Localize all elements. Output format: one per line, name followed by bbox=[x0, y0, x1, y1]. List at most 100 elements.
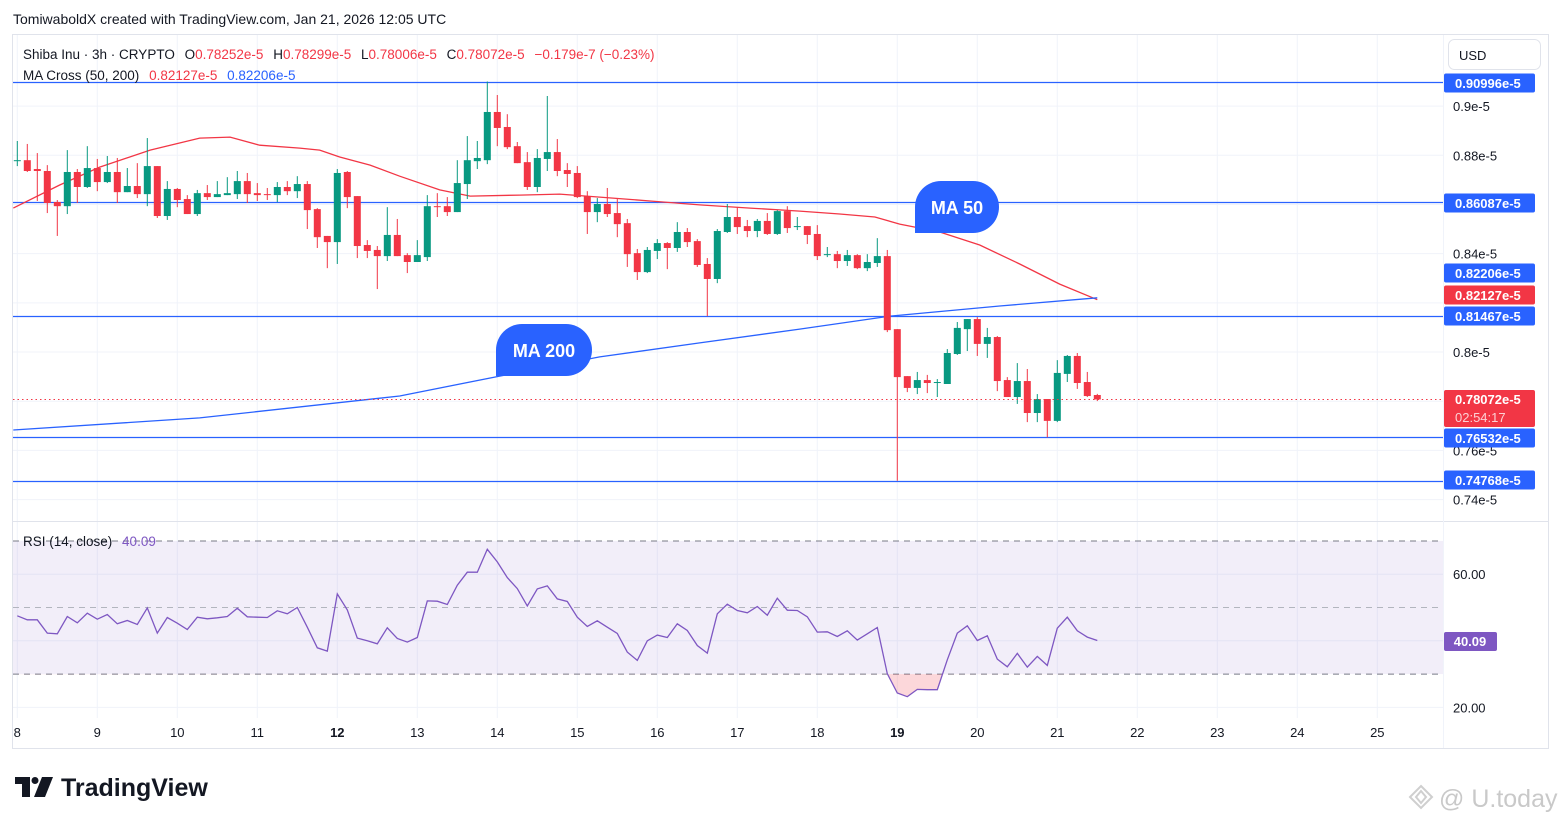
candle-body bbox=[1053, 372, 1061, 421]
candle bbox=[1013, 363, 1021, 404]
candle bbox=[433, 193, 441, 217]
rsi-legend[interactable]: RSI (14, close) 40.09 bbox=[23, 534, 156, 549]
candle-body bbox=[383, 234, 391, 257]
watermark-diamond-icon bbox=[1408, 784, 1434, 810]
candle-body bbox=[33, 169, 41, 172]
symbol-legend[interactable]: Shiba Inu · 3h · CRYPTO O0.78252e-5 H0.7… bbox=[23, 47, 655, 62]
currency-button-frame[interactable] bbox=[1448, 39, 1541, 70]
time-tick-label: 12 bbox=[330, 725, 344, 740]
price-tick-label: 0.88e-5 bbox=[1453, 148, 1497, 163]
candle bbox=[243, 172, 251, 203]
candle bbox=[823, 247, 831, 258]
candle-body bbox=[423, 206, 431, 258]
candle-body bbox=[463, 160, 471, 185]
price-label-text: 0.82206e-5 bbox=[1455, 266, 1521, 281]
candle bbox=[403, 253, 411, 274]
currency-button[interactable]: USD bbox=[1448, 39, 1541, 70]
candle-body bbox=[983, 337, 991, 344]
candle-body bbox=[613, 213, 621, 225]
price-label-box bbox=[1444, 263, 1535, 283]
candle-body bbox=[363, 245, 371, 251]
candle-body bbox=[373, 249, 381, 257]
candle-body bbox=[453, 183, 461, 213]
candle-body bbox=[473, 157, 481, 162]
price-label-tag: 0.86087e-5 bbox=[1444, 193, 1535, 213]
ma50-annotation[interactable]: MA 50 bbox=[915, 181, 999, 233]
candle-body bbox=[733, 216, 741, 228]
candle bbox=[873, 238, 881, 267]
candle-body bbox=[813, 233, 821, 257]
candle bbox=[13, 141, 21, 167]
candle-body bbox=[163, 188, 171, 217]
candle bbox=[23, 143, 31, 172]
candle-body bbox=[243, 181, 251, 195]
time-axis[interactable]: 8 9 10 11 12 13 14 15 16 17 18 19 20 21 22 23 24 25 bbox=[14, 725, 1385, 740]
candle bbox=[903, 376, 911, 393]
candle bbox=[713, 229, 721, 284]
candle bbox=[333, 169, 341, 264]
candle bbox=[673, 222, 681, 252]
candle-body bbox=[263, 194, 271, 196]
candle bbox=[763, 213, 771, 235]
price-label-box bbox=[1444, 306, 1535, 326]
candle-body bbox=[603, 203, 611, 215]
time-tick-label: 17 bbox=[730, 725, 744, 740]
candle-body bbox=[73, 171, 81, 187]
horizontal-lines[interactable] bbox=[13, 81, 1443, 483]
ma50-bubble[interactable] bbox=[915, 181, 999, 233]
symbol-name[interactable]: Shiba Inu · 3h · CRYPTO bbox=[23, 47, 175, 62]
candle-body bbox=[113, 171, 121, 193]
candle-body bbox=[823, 254, 831, 256]
candle bbox=[1003, 377, 1011, 398]
candle bbox=[783, 206, 791, 233]
candle bbox=[913, 371, 921, 395]
candle-body bbox=[193, 193, 201, 215]
candle bbox=[123, 168, 131, 193]
candle-body bbox=[843, 255, 851, 262]
candle-body bbox=[633, 253, 641, 273]
candle-body bbox=[433, 206, 441, 208]
candle-body bbox=[1033, 398, 1041, 414]
candle bbox=[923, 374, 931, 394]
candle bbox=[223, 177, 231, 196]
candle-body bbox=[673, 232, 681, 248]
price-label-text: 0.86087e-5 bbox=[1455, 196, 1521, 211]
candle-body bbox=[873, 256, 881, 263]
candle-body bbox=[123, 186, 131, 193]
candle-body bbox=[563, 170, 571, 174]
candle-body bbox=[663, 243, 671, 248]
ma-cross-title[interactable]: MA Cross (50, 200) bbox=[23, 68, 139, 83]
ma-cross-legend[interactable]: MA Cross (50, 200) 0.82127e-5 0.82206e-5 bbox=[23, 68, 295, 83]
ma200-annotation[interactable]: MA 200 bbox=[496, 324, 592, 376]
candle-body bbox=[93, 168, 101, 183]
candle-body bbox=[183, 199, 191, 215]
price-label-text: 0.82127e-5 bbox=[1455, 288, 1521, 303]
candle bbox=[743, 219, 751, 238]
candle-body bbox=[853, 255, 861, 269]
candle-body bbox=[483, 111, 491, 161]
candle-body bbox=[223, 193, 231, 196]
candle bbox=[483, 81, 491, 165]
rsi-title[interactable]: RSI (14, close) bbox=[23, 534, 112, 549]
candle bbox=[633, 248, 641, 280]
candle-body bbox=[623, 223, 631, 255]
tradingview-logo-text: TradingView bbox=[61, 774, 208, 802]
price-tick-label: 0.9e-5 bbox=[1453, 99, 1490, 114]
candle bbox=[143, 138, 151, 207]
grid bbox=[13, 35, 1443, 718]
candle bbox=[93, 158, 101, 192]
candle bbox=[563, 163, 571, 187]
candle-body bbox=[783, 211, 791, 229]
candle bbox=[303, 181, 311, 230]
watermark: @ U.today bbox=[1408, 784, 1558, 813]
ma200-bubble[interactable] bbox=[496, 324, 592, 376]
tradingview-logo[interactable]: TradingView bbox=[15, 774, 208, 802]
price-axis[interactable]: 0.9e-50.88e-50.84e-50.8e-50.76e-50.74e-5 bbox=[1453, 99, 1497, 508]
candle bbox=[283, 181, 291, 196]
candle-body bbox=[213, 194, 221, 198]
candle-body bbox=[533, 157, 541, 187]
candle bbox=[613, 199, 621, 238]
rsi-axis[interactable]: 60.00 20.00 bbox=[1453, 567, 1486, 715]
candle bbox=[383, 207, 391, 262]
